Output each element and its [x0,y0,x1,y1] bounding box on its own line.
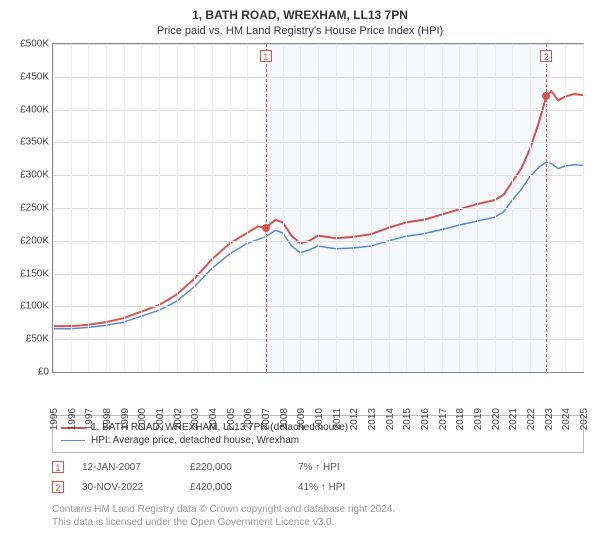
y-axis-label: £300K [20,170,53,181]
x-axis-label: 2023 [544,408,555,430]
gridline-v [424,44,425,372]
sale-row-2: 2 30-NOV-2022 £420,000 41% ↑ HPI [52,481,584,493]
sale-index-box: 1 [52,461,64,473]
x-axis-label: 1998 [102,408,113,430]
x-axis-label: 2018 [455,408,466,430]
y-axis-label: £400K [20,104,53,115]
sale-price: £220,000 [190,462,280,473]
gridline-v [247,44,248,372]
sale-marker-dot-1 [262,224,270,232]
gridline-v [53,44,54,372]
y-axis-label: £50K [26,334,53,345]
legend-swatch [61,440,85,441]
gridline-v [530,44,531,372]
gridline-v [194,44,195,372]
x-axis-label: 2012 [349,408,360,430]
y-axis-label: £150K [20,268,53,279]
chart-plot-area: £0£50K£100K£150K£200K£250K£300K£350K£400… [52,43,584,373]
y-axis-label: £500K [20,39,53,50]
x-axis-label: 2025 [579,408,590,430]
x-axis-label: 2011 [332,408,343,430]
x-axis-label: 2009 [296,408,307,430]
gridline-v [88,44,89,372]
gridline-v [283,44,284,372]
legend-text: HPI: Average price, detached house, Wrex… [91,435,299,446]
x-axis-label: 2004 [208,408,219,430]
y-axis-label: £200K [20,235,53,246]
gridline-v [495,44,496,372]
attribution: Contains HM Land Registry data © Crown c… [52,503,584,529]
gridline-v [318,44,319,372]
gridline-v [212,44,213,372]
gridline-v [159,44,160,372]
x-axis-label: 2024 [561,408,572,430]
x-axis-label: 1997 [84,408,95,430]
x-axis-label: 2014 [385,408,396,430]
gridline-v [459,44,460,372]
x-axis-label: 2001 [155,408,166,430]
gridline-v [442,44,443,372]
gridline-v [583,44,584,372]
legend-item: HPI: Average price, detached house, Wrex… [61,435,575,446]
sale-date: 12-JAN-2007 [82,462,172,473]
x-axis-label: 1996 [67,408,78,430]
chart-subtitle: Price paid vs. HM Land Registry's House … [10,25,590,37]
gridline-v [389,44,390,372]
gridline-v [406,44,407,372]
gridline-v [565,44,566,372]
sale-row-1: 1 12-JAN-2007 £220,000 7% ↑ HPI [52,461,584,473]
x-axis-label: 2021 [508,408,519,430]
x-axis-label: 2019 [473,408,484,430]
gridline-v [300,44,301,372]
gridline-v [177,44,178,372]
x-axis-label: 2022 [526,408,537,430]
x-axis-label: 2016 [420,408,431,430]
gridline-v [477,44,478,372]
x-axis-label: 2005 [226,408,237,430]
sale-marker-line-1 [266,44,267,372]
y-axis-label: £100K [20,301,53,312]
y-axis-label: £0 [38,367,53,378]
sale-marker-label-1: 1 [260,50,272,62]
gridline-v [512,44,513,372]
sale-date: 30-NOV-2022 [82,482,172,493]
chart-title: 1, BATH ROAD, WREXHAM, LL13 7PN [10,8,590,22]
x-axis-label: 2015 [402,408,413,430]
x-axis-label: 1995 [49,408,60,430]
x-axis-label: 2010 [314,408,325,430]
x-axis-label: 2006 [243,408,254,430]
y-axis-label: £350K [20,137,53,148]
x-axis-label: 2000 [137,408,148,430]
x-axis-label: 2013 [367,408,378,430]
y-axis-label: £450K [20,71,53,82]
gridline-v [353,44,354,372]
attribution-line1: Contains HM Land Registry data © Crown c… [52,503,584,516]
gridline-v [371,44,372,372]
gridline-v [71,44,72,372]
y-axis-label: £250K [20,203,53,214]
x-axis-label: 2020 [491,408,502,430]
gridline-v [106,44,107,372]
x-axis-label: 2003 [190,408,201,430]
sale-index-box: 2 [52,481,64,493]
attribution-line2: This data is licensed under the Open Gov… [52,516,584,529]
chart-header: 1, BATH ROAD, WREXHAM, LL13 7PN Price pa… [10,8,590,37]
sale-delta: 41% ↑ HPI [298,482,388,493]
x-axis-label: 1999 [120,408,131,430]
x-axis-label: 2017 [438,408,449,430]
x-axis-label: 2008 [279,408,290,430]
x-axis-label: 2007 [261,408,272,430]
gridline-v [141,44,142,372]
sale-marker-label-2: 2 [540,50,552,62]
gridline-v [336,44,337,372]
sales-list: 1 12-JAN-2007 £220,000 7% ↑ HPI 2 30-NOV-2022… [52,461,584,493]
sale-price: £420,000 [190,482,280,493]
gridline-v [124,44,125,372]
gridline-v [230,44,231,372]
sale-marker-dot-2 [542,92,550,100]
x-axis-label: 2002 [173,408,184,430]
sale-delta: 7% ↑ HPI [298,462,388,473]
